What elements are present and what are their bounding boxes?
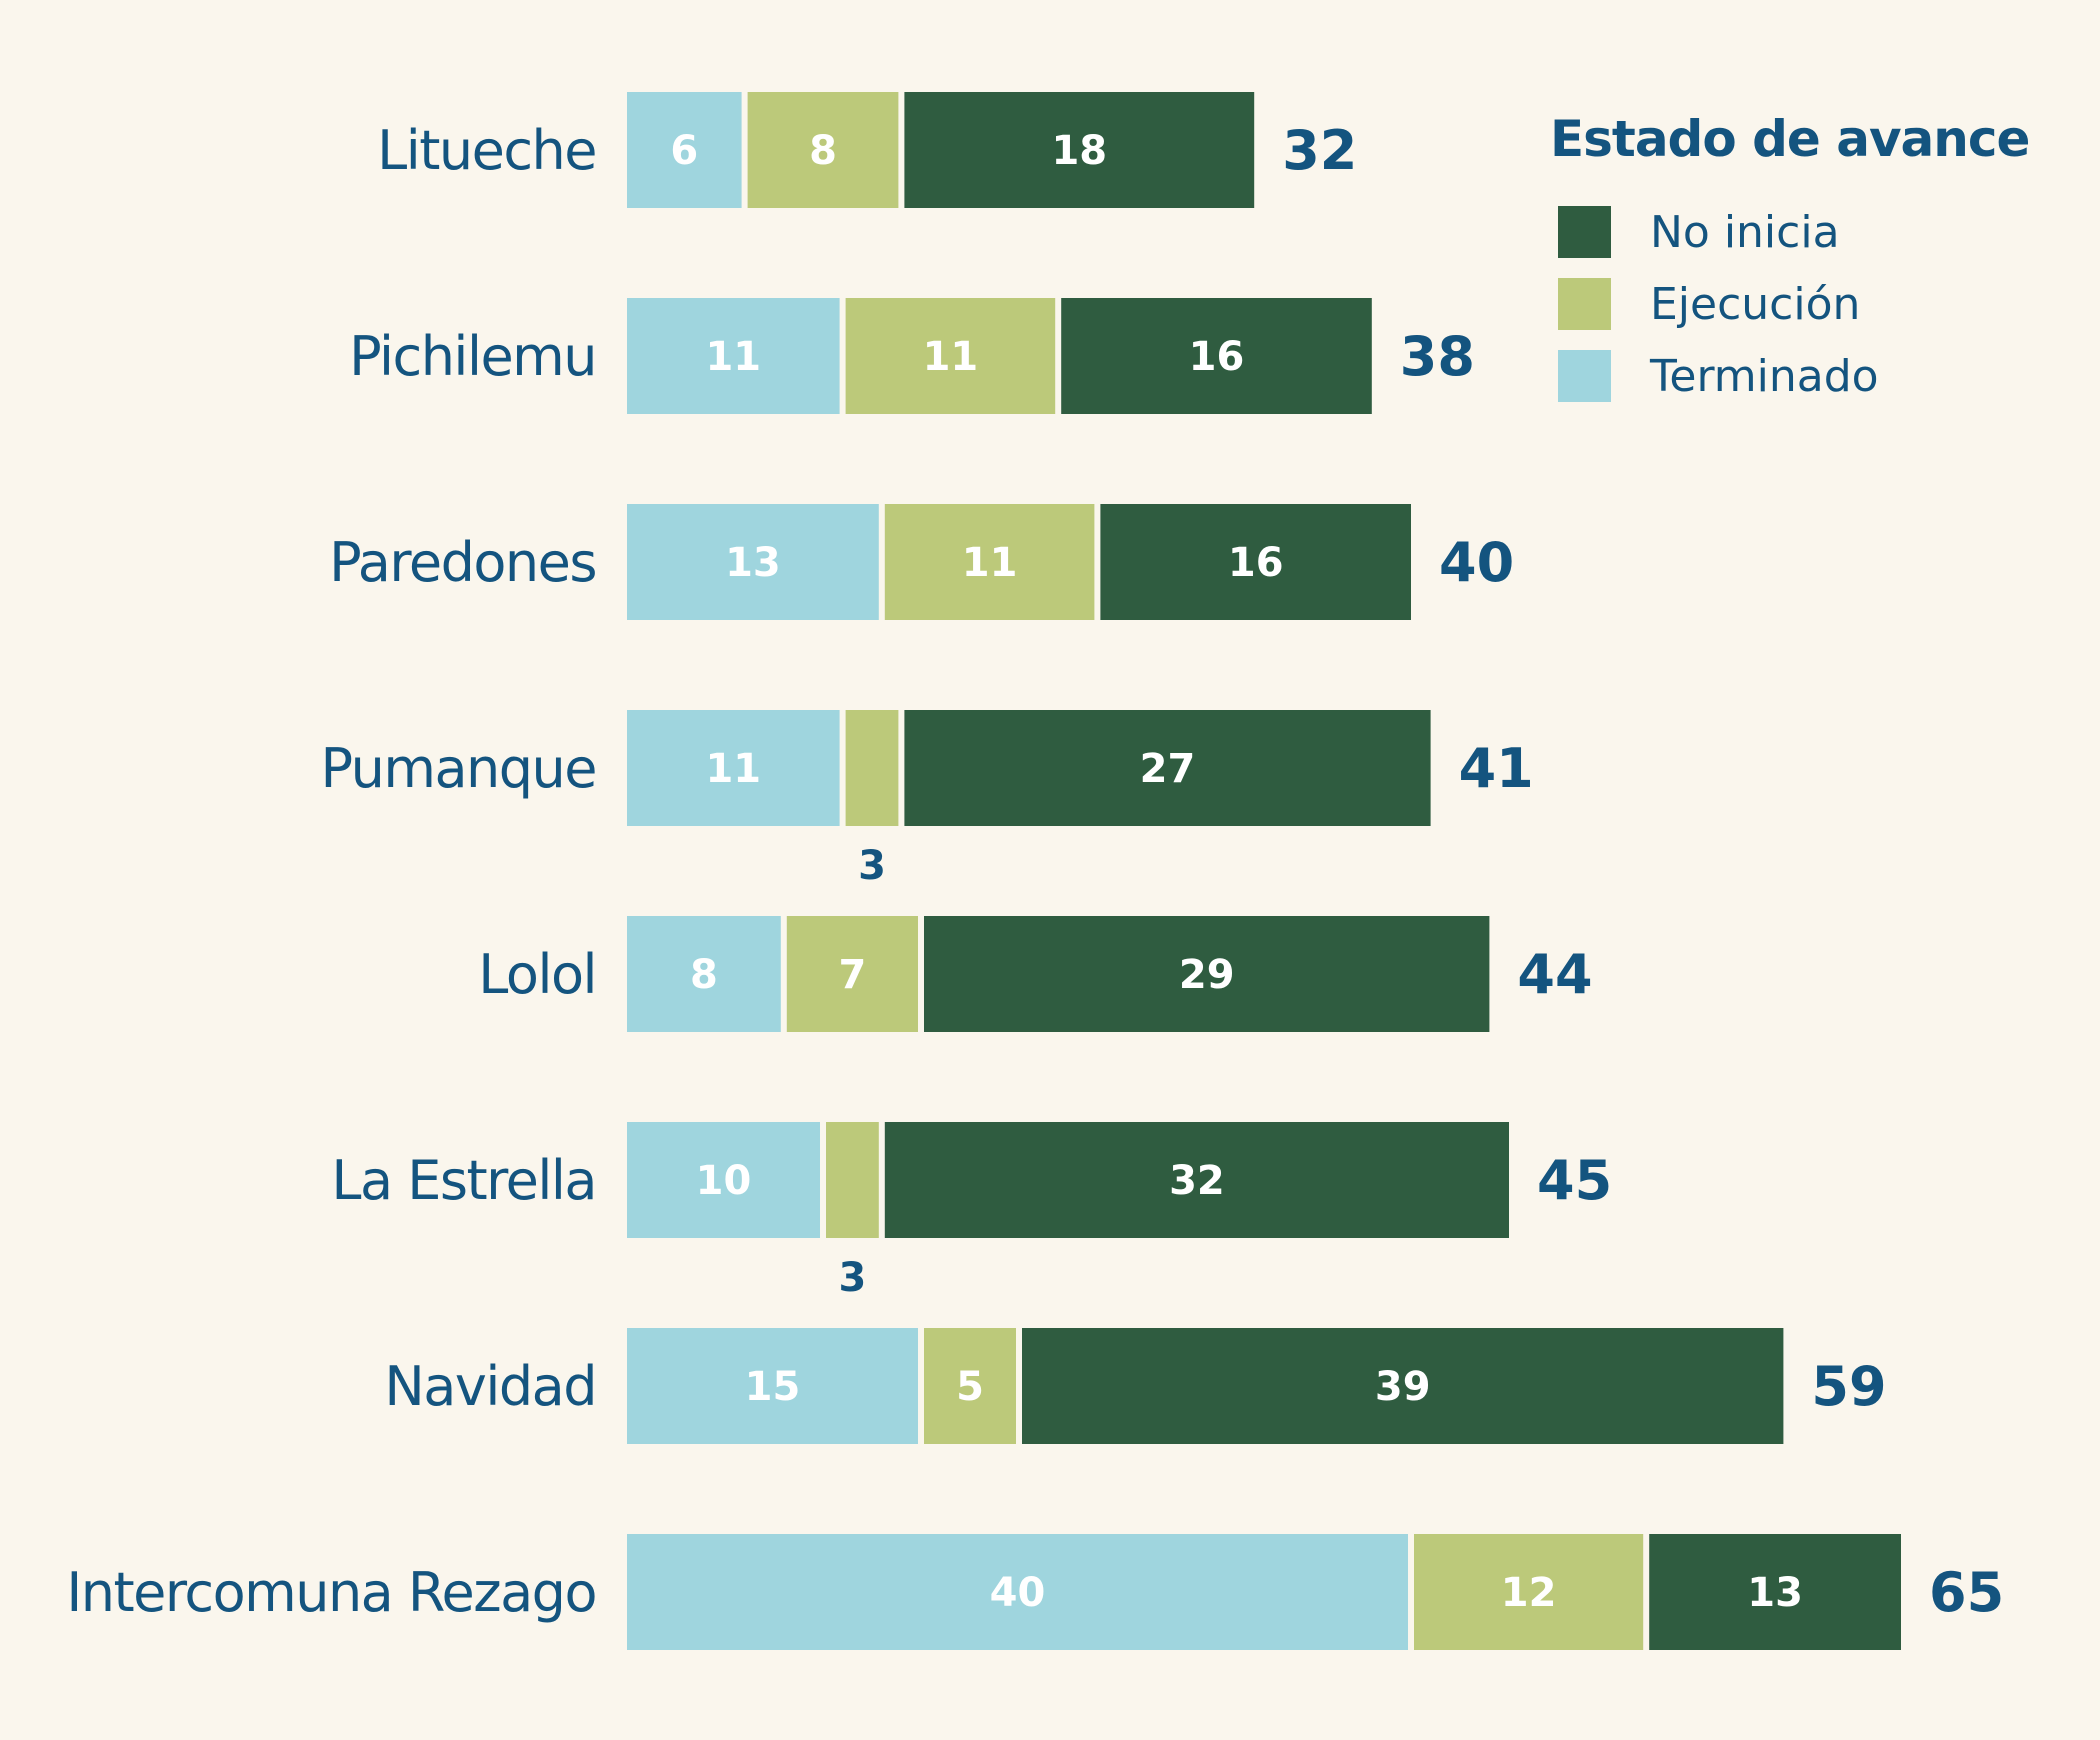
bar-no-inicia-navidad (1022, 1328, 1784, 1444)
value-label-no-inicia-paredones: 16 (1228, 540, 1284, 586)
value-label-terminado-pumanque: 11 (705, 746, 761, 792)
bar-no-inicia-paredones (1100, 504, 1411, 620)
bar-terminado-navidad (627, 1328, 918, 1444)
legend-label-ejecucion: Ejecución (1650, 279, 1860, 330)
bar-ejecucion-lolol (786, 916, 918, 1032)
total-label-paredones: 40 (1439, 531, 1514, 594)
total-label-litueche: 32 (1282, 119, 1357, 182)
total-label-navidad: 59 (1811, 1355, 1886, 1418)
legend-label-terminado: Terminado (1649, 351, 1879, 402)
value-label-no-inicia-lolol: 29 (1179, 952, 1235, 998)
category-label-litueche: Litueche (377, 119, 596, 182)
value-label-terminado-pichilemu: 11 (705, 334, 761, 380)
bar-ejecucion-intercomuna-rezago (1414, 1534, 1644, 1650)
value-label-terminado-intercomuna-rezago: 40 (990, 1570, 1046, 1616)
bar-no-inicia-litueche (904, 92, 1255, 208)
category-label-intercomuna-rezago: Intercomuna Rezago (66, 1561, 596, 1624)
legend-title: Estado de avance (1550, 110, 2029, 168)
bar-terminado-intercomuna-rezago (627, 1534, 1408, 1650)
bar-ejecucion-litueche (747, 92, 899, 208)
total-label-la-estrella: 45 (1537, 1149, 1612, 1212)
legend-label-no-inicia: No inicia (1650, 207, 1840, 258)
total-label-lolol: 44 (1517, 943, 1592, 1006)
total-label-pichilemu: 38 (1400, 325, 1475, 388)
bar-terminado-litueche (627, 92, 742, 208)
value-label-no-inicia-la-estrella: 32 (1169, 1158, 1225, 1204)
bar-terminado-la-estrella (627, 1122, 820, 1238)
bar-no-inicia-la-estrella (884, 1122, 1509, 1238)
value-label-ejecucion-litueche: 8 (809, 128, 837, 174)
value-label-ejecucion-pichilemu: 11 (923, 334, 979, 380)
value-label-no-inicia-pumanque: 27 (1140, 746, 1196, 792)
value-label-no-inicia-intercomuna-rezago: 13 (1747, 1570, 1803, 1616)
category-label-pichilemu: Pichilemu (349, 325, 596, 388)
value-label-no-inicia-litueche: 18 (1051, 128, 1107, 174)
bar-no-inicia-intercomuna-rezago (1649, 1534, 1901, 1650)
value-label-ejecucion-la-estrella: 3 (838, 1255, 866, 1301)
legend-swatch-terminado (1558, 350, 1611, 402)
bar-no-inicia-pichilemu (1061, 298, 1372, 414)
value-label-ejecucion-intercomuna-rezago: 12 (1501, 1570, 1557, 1616)
value-label-terminado-paredones: 13 (725, 540, 781, 586)
value-label-terminado-la-estrella: 10 (696, 1158, 752, 1204)
bar-terminado-paredones (627, 504, 879, 620)
legend: Estado de avance No inicia Ejecución Ter… (1550, 110, 2030, 402)
value-label-ejecucion-pumanque: 3 (858, 843, 886, 889)
total-label-pumanque: 41 (1459, 737, 1534, 800)
value-label-no-inicia-navidad: 39 (1375, 1364, 1431, 1410)
bar-no-inicia-lolol (924, 916, 1490, 1032)
bar-terminado-pumanque (627, 710, 840, 826)
legend-swatch-no-inicia (1558, 206, 1611, 258)
value-label-terminado-litueche: 6 (670, 128, 698, 174)
bar-ejecucion-pumanque (845, 710, 899, 826)
value-label-ejecucion-navidad: 5 (956, 1364, 984, 1410)
value-label-ejecucion-lolol: 7 (838, 952, 866, 998)
bar-terminado-lolol (627, 916, 781, 1032)
bar-ejecucion-la-estrella (826, 1122, 879, 1238)
category-label-paredones: Paredones (329, 531, 596, 594)
category-label-pumanque: Pumanque (321, 737, 596, 800)
value-label-no-inicia-pichilemu: 16 (1189, 334, 1245, 380)
bar-ejecucion-paredones (884, 504, 1095, 620)
bar-ejecucion-pichilemu (845, 298, 1056, 414)
legend-swatch-ejecucion (1558, 278, 1611, 330)
category-label-la-estrella: La Estrella (331, 1149, 596, 1212)
value-label-ejecucion-paredones: 11 (962, 540, 1018, 586)
category-label-lolol: Lolol (478, 943, 596, 1006)
bar-no-inicia-pumanque (904, 710, 1431, 826)
value-label-terminado-lolol: 8 (690, 952, 718, 998)
bar-ejecucion-navidad (924, 1328, 1016, 1444)
value-label-terminado-navidad: 15 (745, 1364, 801, 1410)
total-label-intercomuna-rezago: 65 (1929, 1561, 2004, 1624)
bar-terminado-pichilemu (627, 298, 840, 414)
category-label-navidad: Navidad (384, 1355, 596, 1418)
